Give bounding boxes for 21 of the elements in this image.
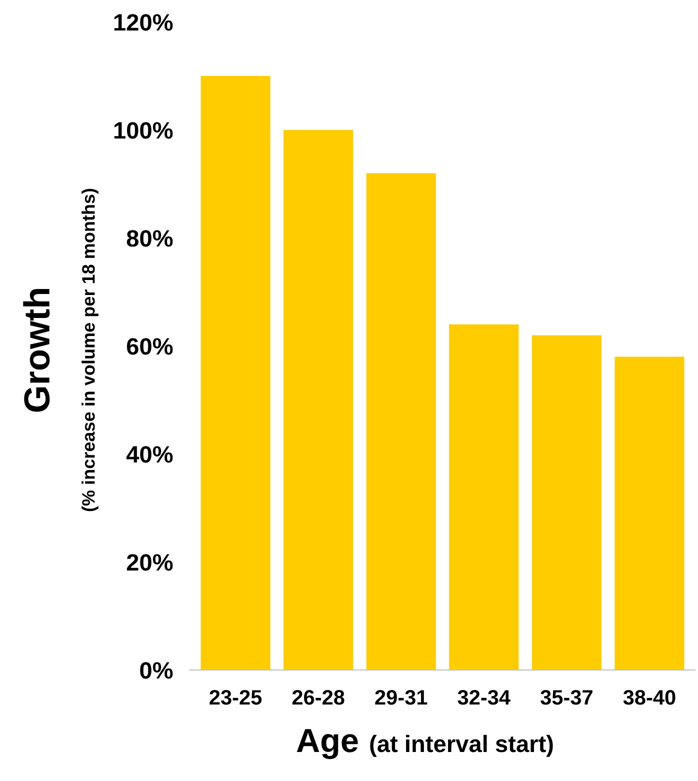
x-tick-label: 38-40 bbox=[623, 690, 676, 705]
bar bbox=[284, 130, 354, 670]
y-tick-label: 20% bbox=[126, 554, 173, 571]
y-tick-label: 100% bbox=[114, 122, 173, 139]
y-tick-label: 120% bbox=[114, 14, 173, 31]
y-tick-label: 60% bbox=[126, 338, 173, 355]
bar bbox=[449, 324, 519, 670]
y-axis-title: Growth (% increase in volume per 18 months) bbox=[23, 188, 98, 512]
y-tick-label: 0% bbox=[140, 662, 173, 679]
bar bbox=[200, 76, 270, 670]
x-axis-title: Age (at interval start) bbox=[296, 729, 553, 760]
x-tick-label: 32-34 bbox=[458, 690, 510, 705]
bar bbox=[532, 335, 602, 670]
y-tick-label: 80% bbox=[126, 230, 173, 247]
bar bbox=[366, 173, 436, 670]
y-tick-label: 40% bbox=[126, 446, 173, 463]
x-tick-label: 35-37 bbox=[540, 690, 592, 705]
x-tick-label: 23-25 bbox=[210, 690, 262, 705]
bar bbox=[614, 356, 684, 670]
x-tick-label: 26-28 bbox=[292, 690, 344, 705]
x-tick-label: 29-31 bbox=[375, 690, 428, 705]
